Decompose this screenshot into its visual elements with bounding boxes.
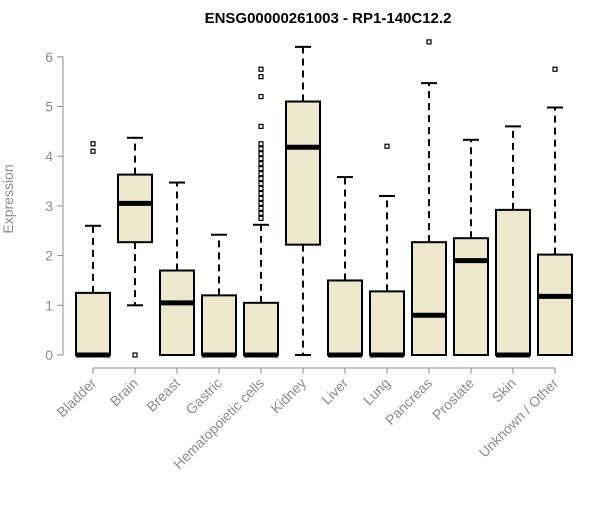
y-tick-label: 0 — [45, 347, 53, 363]
box-lung — [369, 143, 405, 358]
outlier-point — [258, 170, 264, 177]
outlier-point — [258, 146, 264, 152]
x-tick-label: Bladder — [54, 375, 100, 421]
box-brain — [117, 136, 153, 358]
box-body — [453, 237, 489, 356]
box-breast — [159, 181, 195, 357]
outlier-point — [258, 123, 264, 129]
outlier-point — [258, 180, 264, 187]
outlier-point — [258, 200, 264, 207]
box-body — [201, 294, 237, 356]
outlier-point — [258, 210, 264, 216]
box-body — [75, 291, 111, 356]
y-tick-label: 1 — [45, 297, 53, 313]
outlier-point — [258, 93, 264, 100]
outlier-point — [258, 166, 264, 172]
y-tick-label: 2 — [45, 248, 53, 264]
box-body — [327, 279, 363, 357]
box-pancreas — [411, 39, 447, 356]
x-tick-label: Lung — [360, 375, 393, 408]
outlier-point — [384, 143, 390, 149]
outlier-point — [258, 195, 264, 202]
outlier-point — [258, 161, 264, 167]
box-body — [285, 100, 321, 246]
box-body — [411, 241, 447, 356]
outlier-point — [90, 148, 96, 154]
y-axis-label: Expression — [0, 164, 16, 233]
outlier-point — [258, 66, 264, 72]
y-tick-label: 4 — [45, 148, 53, 164]
outlier-point — [90, 141, 96, 147]
outlier-point — [552, 66, 558, 72]
x-tick-label: Liver — [318, 375, 351, 408]
box-bladder — [75, 141, 111, 358]
box-skin — [495, 125, 531, 358]
box-liver — [327, 176, 363, 358]
box-gastric — [201, 233, 237, 358]
outlier-point — [426, 39, 432, 45]
box-series — [75, 39, 573, 358]
outlier-point — [258, 141, 264, 147]
x-tick-label: Prostate — [429, 375, 477, 423]
x-tick-label: Skin — [489, 375, 520, 406]
box-body — [537, 253, 573, 356]
outlier-point — [258, 156, 264, 162]
x-tick-label: Pancreas — [382, 375, 435, 428]
x-tick-label: Unknown / Other — [476, 375, 562, 461]
y-tick-label: 5 — [45, 99, 53, 115]
x-tick-label: Breast — [143, 375, 183, 415]
chart-title: ENSG00000261003 - RP1-140C12.2 — [205, 10, 452, 27]
outlier-point — [258, 205, 264, 211]
box-unknown-other — [537, 66, 573, 356]
outlier-point — [258, 74, 264, 80]
box-kidney — [285, 45, 321, 356]
y-tick-label: 6 — [45, 49, 53, 65]
box-body — [159, 269, 195, 357]
outlier-point — [258, 190, 264, 197]
outlier-point — [132, 352, 138, 358]
y-tick-label: 3 — [45, 198, 53, 214]
x-tick-label: Kidney — [268, 375, 310, 417]
box-body — [243, 301, 279, 357]
box-body — [369, 290, 405, 357]
outlier-point — [258, 151, 264, 157]
box-body — [495, 208, 531, 356]
outlier-point — [258, 185, 264, 192]
x-tick-label: Brain — [107, 375, 141, 409]
box-prostate — [453, 138, 489, 356]
box-hematopoietic-cells — [243, 66, 279, 358]
outlier-point — [258, 215, 264, 221]
box-body — [117, 173, 153, 244]
y-axis: 0 1 2 3 4 5 6 — [45, 49, 64, 363]
outlier-point — [258, 175, 264, 182]
